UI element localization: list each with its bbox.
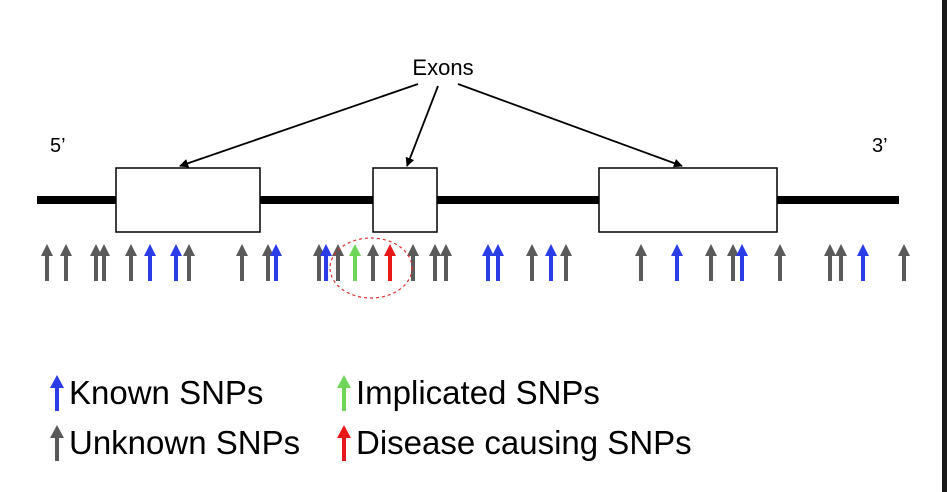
- known-snp-arrow-icon: [482, 244, 494, 281]
- legend-known-label: Known SNPs: [69, 374, 264, 411]
- unknown-snp-arrow-icon: [429, 244, 441, 281]
- exon-box-3: [598, 167, 778, 233]
- known-snp-arrow-icon: [144, 244, 156, 281]
- disease-snp-arrow-icon: [337, 425, 351, 461]
- known-snp-arrow-icon: [671, 244, 683, 281]
- unknown-snp-arrow-icon: [705, 244, 717, 281]
- unknown-snp-arrow-icon: [41, 244, 53, 281]
- highlight-circle: [329, 237, 413, 299]
- unknown-snp-arrow-icon: [835, 244, 847, 281]
- legend-disease: Disease causing SNPs: [335, 424, 692, 462]
- unknown-snp-arrow-icon: [727, 244, 739, 281]
- unknown-snp-arrow-icon: [367, 244, 379, 281]
- legend-disease-label: Disease causing SNPs: [356, 424, 692, 461]
- known-snp-arrow-icon: [736, 244, 748, 281]
- unknown-snp-arrow-icon: [824, 244, 836, 281]
- unknown-snp-arrow-icon: [313, 244, 325, 281]
- exon-pointer-arrow-1: [179, 83, 419, 168]
- known-snp-arrow-icon: [50, 375, 64, 411]
- implicated-snp-arrow-icon: [337, 375, 351, 411]
- unknown-snp-arrow-icon: [60, 244, 72, 281]
- three-prime-label: 3’: [872, 135, 888, 157]
- unknown-snp-arrow-icon: [635, 244, 647, 281]
- unknown-snp-arrow-icon: [440, 244, 452, 281]
- legend-known: Known SNPs: [48, 374, 263, 412]
- unknown-snp-arrow-icon: [407, 244, 419, 281]
- exon-pointer-arrow-2: [405, 85, 439, 167]
- exon-pointer-arrow-3: [457, 83, 683, 168]
- window-edge: [942, 0, 947, 492]
- exons-label: Exons: [412, 55, 473, 80]
- legend-implicated-label: Implicated SNPs: [356, 374, 600, 411]
- exon-box-1: [115, 167, 261, 233]
- exon-box-2: [372, 167, 438, 233]
- legend-unknown: Unknown SNPs: [48, 424, 300, 462]
- legend-unknown-label: Unknown SNPs: [69, 424, 301, 461]
- unknown-snp-arrow-icon: [125, 244, 137, 281]
- known-snp-arrow-icon: [857, 244, 869, 281]
- unknown-snp-arrow-icon: [98, 244, 110, 281]
- known-snp-arrow-icon: [270, 244, 282, 281]
- unknown-snp-arrow-icon: [560, 244, 572, 281]
- known-snp-arrow-icon: [492, 244, 504, 281]
- unknown-snp-arrow-icon: [526, 244, 538, 281]
- five-prime-label: 5’: [50, 135, 66, 157]
- implicated-snp-arrow-icon: [349, 244, 361, 281]
- disease-snp-arrow-icon: [384, 244, 396, 281]
- unknown-snp-arrow-icon: [183, 244, 195, 281]
- unknown-snp-arrow-icon: [262, 244, 274, 281]
- known-snp-arrow-icon: [545, 244, 557, 281]
- snp-arrow-row: [41, 244, 910, 281]
- unknown-snp-arrow-icon: [898, 244, 910, 281]
- known-snp-arrow-icon: [170, 244, 182, 281]
- dna-strand: [37, 196, 899, 204]
- unknown-snp-arrow-icon: [236, 244, 248, 281]
- unknown-snp-arrow-icon: [90, 244, 102, 281]
- known-snp-arrow-icon: [320, 244, 332, 281]
- legend-implicated: Implicated SNPs: [335, 374, 600, 412]
- unknown-snp-arrow-icon: [774, 244, 786, 281]
- unknown-snp-arrow-icon: [50, 425, 64, 461]
